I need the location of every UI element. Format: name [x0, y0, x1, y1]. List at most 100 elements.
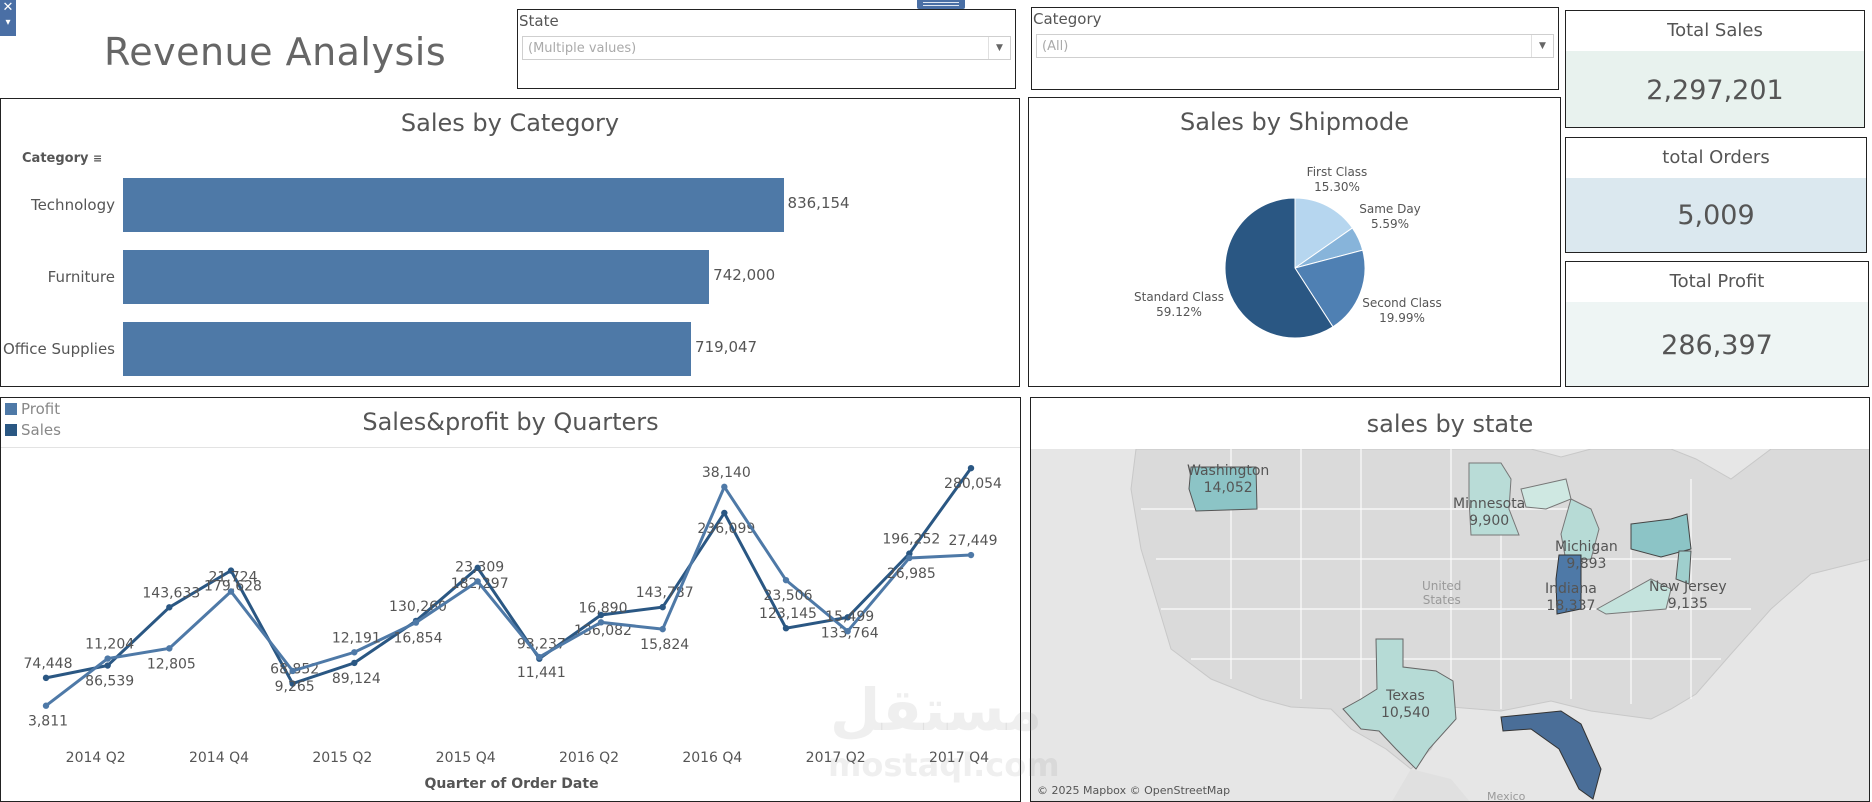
data-point[interactable]	[721, 509, 728, 517]
legend-label: Sales	[21, 421, 61, 439]
category-bar[interactable]	[123, 322, 692, 376]
state-filter-dropdown[interactable]: (Multiple values) ▼	[522, 36, 1011, 60]
data-point[interactable]	[412, 619, 420, 626]
data-point[interactable]	[782, 624, 790, 632]
quarters-line-chart: 2014 Q2 2014 Q4 2015 Q2 2015 Q4 2016 Q2 2016 …	[24, 464, 1003, 766]
data-point[interactable]	[721, 483, 728, 491]
category-filter-dropdown[interactable]: (All) ▼	[1036, 34, 1554, 58]
state-name: Texas	[1386, 688, 1425, 704]
data-point[interactable]	[474, 564, 481, 572]
series-line-profit[interactable]	[45, 483, 972, 707]
data-point[interactable]	[227, 567, 235, 574]
data-point[interactable]	[166, 645, 173, 652]
data-label: 3,811	[28, 714, 68, 730]
map-attribution[interactable]: © 2025 Mapbox © OpenStreetMap	[1037, 784, 1231, 797]
data-point[interactable]	[536, 653, 543, 661]
data-point[interactable]	[42, 702, 50, 709]
sort-icon[interactable]: ≡	[93, 152, 103, 165]
data-label: 11,441	[517, 665, 566, 681]
state-name: Indiana	[1545, 581, 1597, 597]
category-axis-header[interactable]: Category ≡	[22, 151, 102, 166]
data-point[interactable]	[967, 551, 975, 559]
data-point[interactable]	[597, 619, 605, 626]
kpi-label: total Orders	[1566, 138, 1866, 178]
state-name: Washington	[1187, 463, 1270, 479]
data-point[interactable]	[474, 578, 481, 585]
kpi-value: 2,297,201	[1646, 75, 1784, 106]
dropdown-arrow-icon[interactable]: ▼	[1531, 35, 1553, 57]
data-point[interactable]	[844, 627, 851, 635]
data-label: 143,633	[142, 585, 200, 601]
data-point[interactable]	[906, 554, 913, 562]
state-value: 9,900	[1469, 513, 1510, 529]
state-label-indiana: Indiana 18,337	[1545, 581, 1597, 615]
kpi-label: Total Sales	[1566, 11, 1864, 51]
data-point[interactable]	[104, 662, 111, 669]
country-label: United States	[1422, 579, 1461, 607]
legend-item-sales[interactable]: Sales	[5, 421, 61, 439]
data-point[interactable]	[351, 649, 358, 656]
data-label: 12,191	[332, 630, 381, 646]
category-bar[interactable]	[123, 178, 784, 232]
data-point[interactable]	[351, 659, 358, 667]
category-label: Furniture	[47, 268, 115, 286]
pie-slice[interactable]	[1294, 197, 1354, 269]
state-minnesota	[1468, 462, 1520, 536]
dashboard-toolbar-toggle[interactable]: ✕ ▾	[0, 0, 16, 36]
x-tick-label: 2014 Q4	[189, 750, 249, 766]
pie-slice-name: Second Class	[1362, 296, 1442, 310]
data-point[interactable]	[782, 576, 790, 584]
state-map[interactable]	[1031, 449, 1870, 802]
category-bar[interactable]	[123, 250, 710, 304]
legend-item-profit[interactable]: Profit	[5, 400, 61, 421]
pie-slice-name: Standard Class	[1134, 290, 1224, 304]
chevron-down-icon[interactable]: ▾	[5, 17, 11, 28]
data-label: 16,854	[394, 631, 443, 647]
legend-swatch	[5, 424, 17, 436]
state-label-new-jersey: New Jersey 9,135	[1649, 579, 1727, 613]
data-point[interactable]	[659, 625, 666, 633]
data-label: 280,054	[944, 476, 1002, 492]
category-value-label: 836,154	[787, 194, 850, 212]
page-title: Revenue Analysis	[104, 30, 447, 74]
data-point[interactable]	[597, 611, 605, 619]
mexico-label: Mexico	[1487, 790, 1526, 802]
pie-slice-pct: 19.99%	[1379, 311, 1425, 325]
state-label-texas: Texas 10,540	[1381, 688, 1430, 722]
sales-by-state-panel: sales by state Washington 14,052 Minnesot…	[1030, 397, 1870, 802]
kpi-total-orders: total Orders 5,009	[1565, 137, 1867, 253]
data-label: 74,448	[24, 656, 73, 672]
state-label-washington: Washington 14,052	[1187, 463, 1269, 497]
data-point[interactable]	[844, 614, 851, 621]
data-point[interactable]	[967, 464, 975, 472]
data-point[interactable]	[289, 667, 296, 675]
pie-slice-name: Same Day	[1359, 202, 1421, 216]
data-point[interactable]	[227, 588, 235, 595]
data-label: 179,628	[204, 579, 262, 595]
data-point[interactable]	[42, 674, 50, 682]
close-icon[interactable]: ✕	[2, 0, 14, 15]
kpi-background	[1566, 178, 1866, 252]
pie-slice-name: First Class	[1307, 165, 1368, 179]
x-tick-label: 2014 Q2	[66, 750, 126, 766]
data-point[interactable]	[289, 680, 296, 687]
x-tick-label: 2016 Q2	[559, 750, 619, 766]
country-label-line: United	[1422, 579, 1462, 593]
drag-handle[interactable]	[917, 0, 965, 9]
series-line-sales[interactable]	[45, 467, 973, 686]
state-name: New Jersey	[1649, 579, 1727, 595]
watermark-arabic: مستقل	[830, 676, 1043, 744]
data-point[interactable]	[104, 655, 111, 662]
pie-slice[interactable]	[1224, 197, 1334, 339]
pie-slice[interactable]	[1294, 249, 1366, 328]
dropdown-arrow-icon[interactable]: ▼	[988, 37, 1010, 59]
data-point[interactable]	[166, 604, 173, 611]
data-label: 23,506	[764, 588, 813, 604]
data-point[interactable]	[659, 603, 666, 611]
category-filter-label: Category	[1033, 10, 1102, 28]
category-filter: Category (All) ▼	[1031, 7, 1559, 90]
state-name: Michigan	[1555, 539, 1618, 555]
state-filter: State (Multiple values) ▼	[517, 9, 1016, 89]
data-label: 15,824	[640, 637, 689, 653]
